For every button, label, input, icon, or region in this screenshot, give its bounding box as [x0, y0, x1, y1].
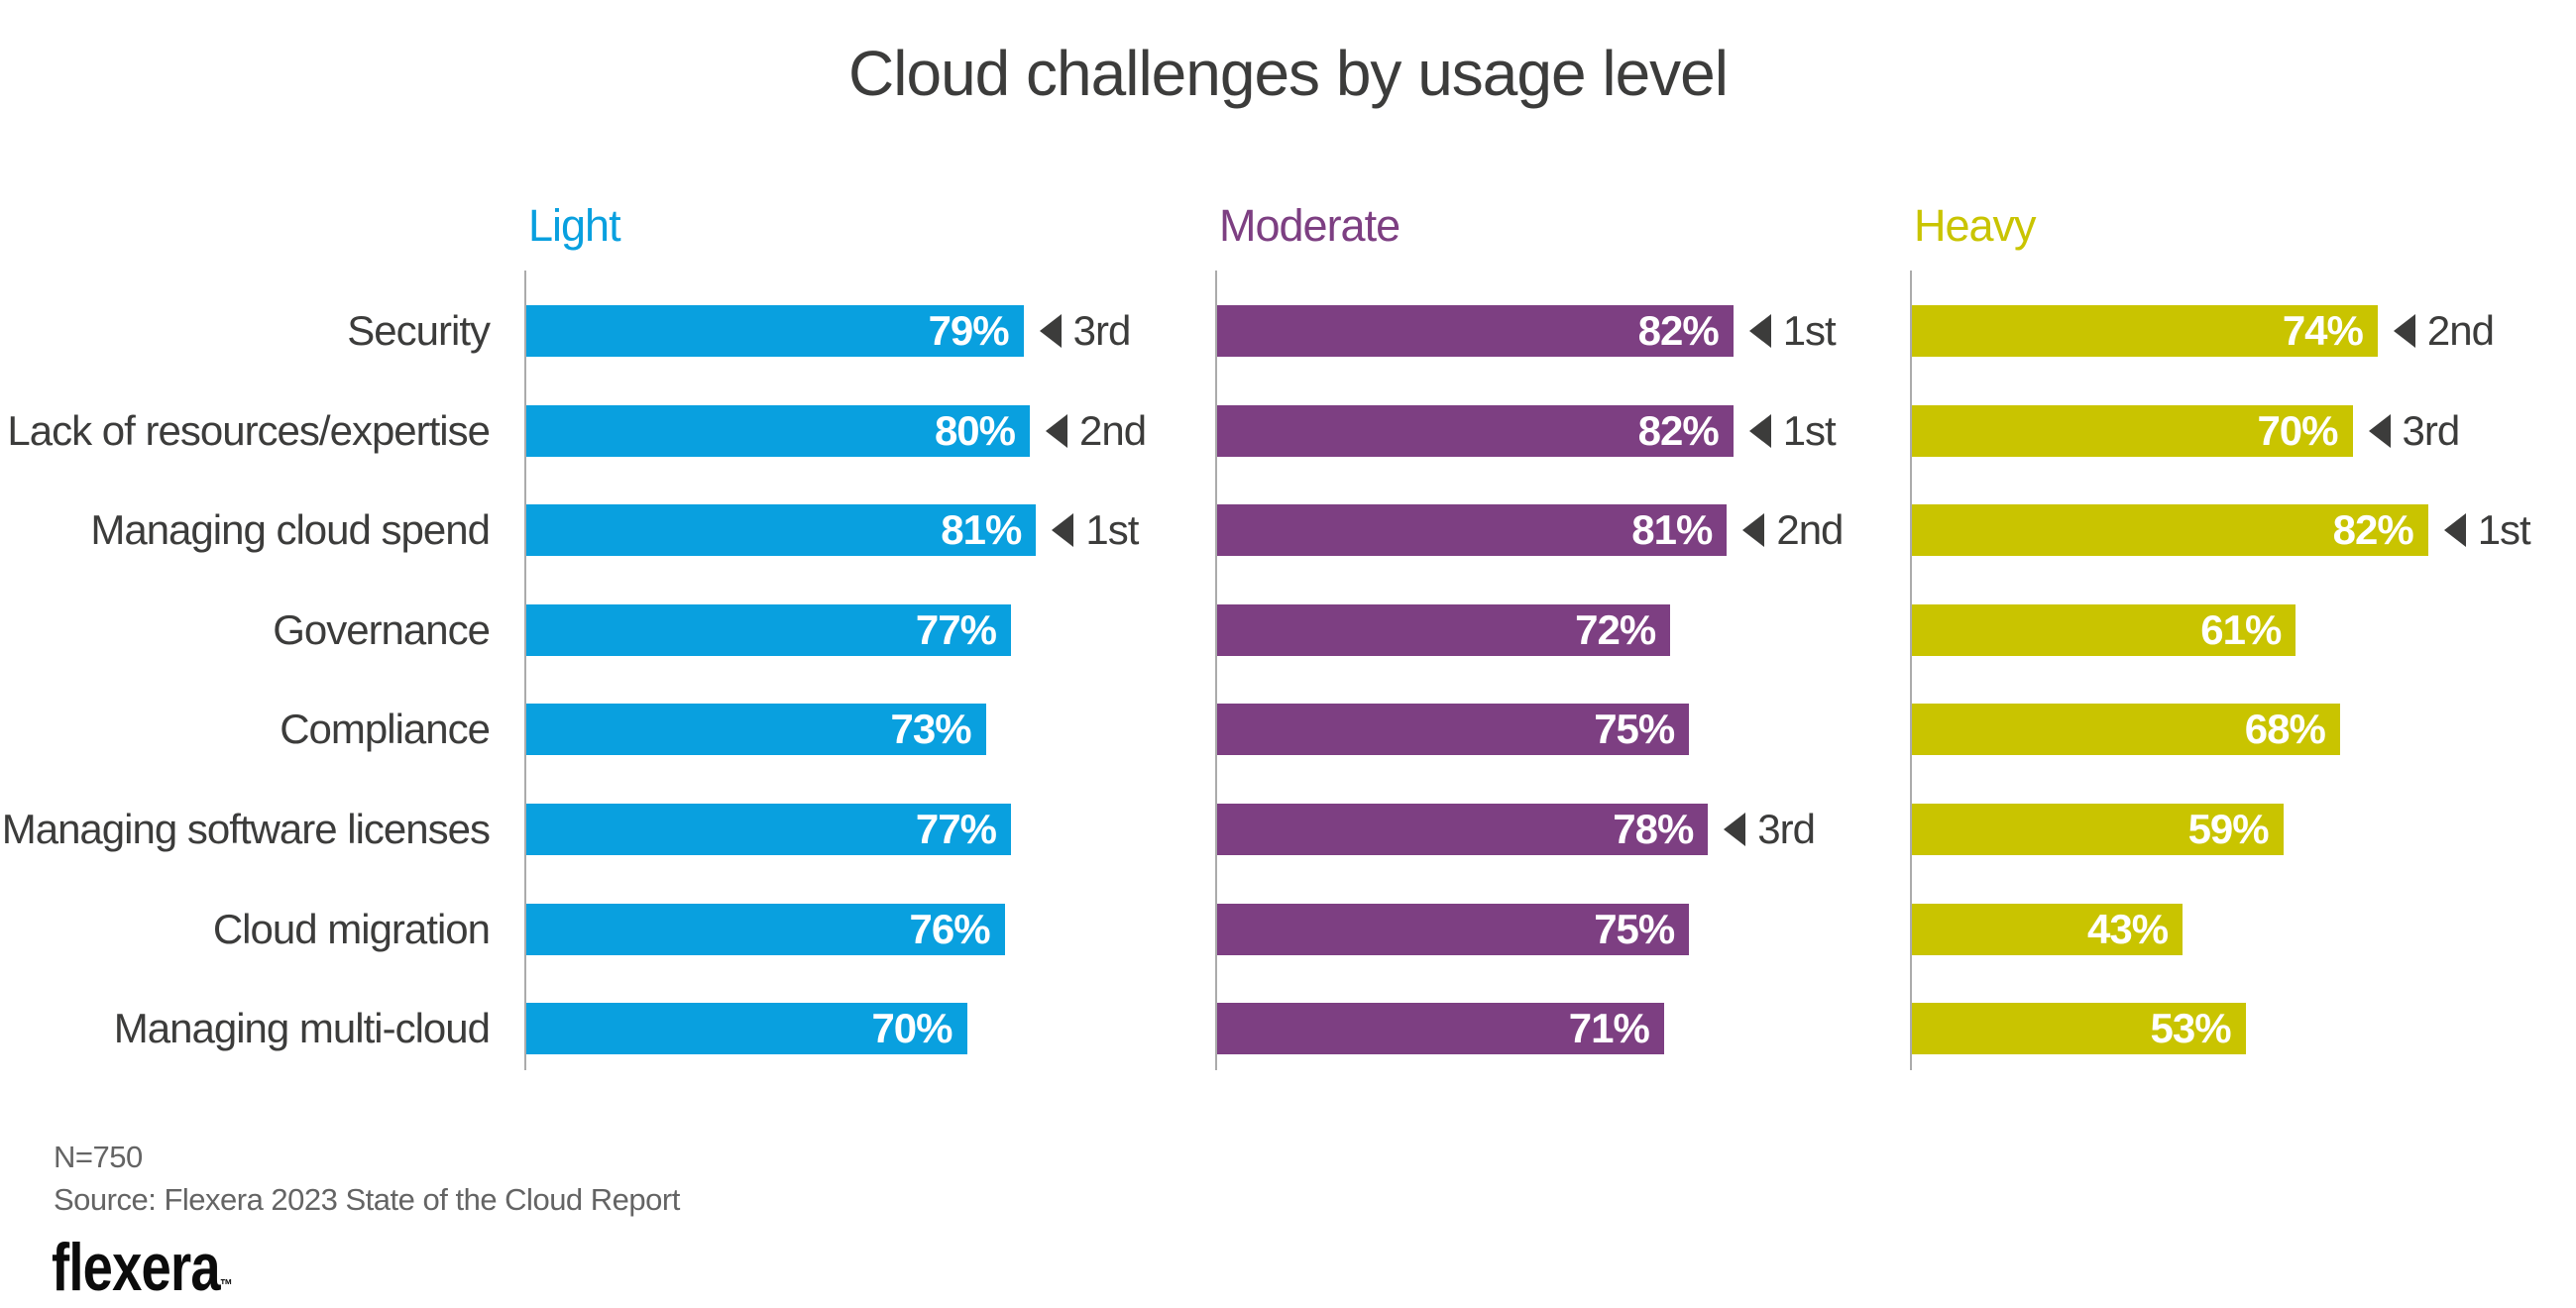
- axis-line: [1910, 271, 1912, 1070]
- bar: 75%: [1217, 704, 1690, 756]
- category-label: Security: [347, 307, 491, 354]
- bar-value-label: 61%: [2200, 605, 2282, 653]
- category-label: Managing software licenses: [1, 806, 491, 852]
- bar: 81%: [526, 504, 1037, 557]
- rank-marker: 2nd: [1742, 504, 1844, 556]
- bar: 43%: [1912, 903, 2184, 955]
- bar: 71%: [1217, 1003, 1664, 1055]
- bar-value-label: 53%: [2150, 1005, 2231, 1052]
- bar-value-label: 77%: [915, 605, 997, 653]
- bar: 61%: [1912, 603, 2296, 656]
- rank-marker: 3rd: [1724, 804, 1816, 855]
- chart-title: Cloud challenges by usage level: [848, 38, 1729, 109]
- rank-marker: 3rd: [1039, 305, 1132, 357]
- bar-value-label: 77%: [915, 806, 997, 852]
- flexera-logo: flexera™: [52, 1229, 233, 1306]
- footer-source: Source: Flexera 2023 State of the Cloud …: [54, 1182, 680, 1217]
- series-header-moderate: Moderate: [1219, 200, 1400, 251]
- rank-marker: 1st: [1052, 504, 1139, 556]
- trademark-icon: ™: [219, 1277, 233, 1294]
- bar: 80%: [526, 404, 1030, 457]
- bar: 59%: [1912, 804, 2284, 855]
- category-label: Compliance: [280, 706, 491, 753]
- rank-text: 3rd: [2402, 406, 2461, 454]
- axis-line: [1215, 271, 1217, 1070]
- bar-value-label: 68%: [2244, 706, 2326, 753]
- rank-text: 1st: [2477, 506, 2531, 554]
- rank-text: 2nd: [1079, 406, 1147, 454]
- left-triangle-icon: [1046, 413, 1067, 448]
- bar: 78%: [1217, 804, 1709, 855]
- bar: 77%: [526, 603, 1011, 656]
- rank-text: 2nd: [1776, 506, 1844, 554]
- bar: 82%: [1217, 404, 1734, 457]
- category-label: Cloud migration: [212, 905, 491, 952]
- bar: 53%: [1912, 1003, 2246, 1055]
- category-label: Lack of resources/expertise: [7, 406, 491, 454]
- series-header-light: Light: [528, 200, 621, 251]
- left-triangle-icon: [1742, 513, 1765, 548]
- flexera-logo-text: flexera: [52, 1230, 221, 1305]
- bar: 82%: [1912, 504, 2428, 557]
- rank-marker: 1st: [1748, 305, 1837, 357]
- rank-marker: 1st: [1748, 405, 1837, 457]
- rank-marker: 2nd: [2393, 305, 2495, 357]
- bar-value-label: 81%: [941, 506, 1022, 554]
- bar: 81%: [1217, 504, 1728, 557]
- bar: 79%: [526, 305, 1024, 357]
- bar-value-label: 81%: [1631, 506, 1713, 554]
- bar-value-label: 70%: [871, 1005, 952, 1052]
- bar-value-label: 75%: [1594, 706, 1675, 753]
- bar-value-label: 82%: [2332, 506, 2414, 554]
- rank-text: 1st: [1782, 406, 1837, 454]
- bar: 74%: [1912, 305, 2378, 357]
- rank-text: 1st: [1085, 506, 1139, 554]
- bar-value-label: 43%: [2086, 905, 2169, 952]
- rank-marker: 3rd: [2368, 405, 2461, 457]
- bar-value-label: 70%: [2257, 406, 2338, 454]
- bar-value-label: 82%: [1637, 406, 1720, 454]
- bar: 70%: [526, 1003, 967, 1055]
- left-triangle-icon: [1748, 314, 1771, 348]
- left-triangle-icon: [2443, 513, 2466, 548]
- left-triangle-icon: [1039, 314, 1062, 348]
- rank-text: 2nd: [2426, 307, 2495, 354]
- left-triangle-icon: [2393, 314, 2415, 348]
- bar-value-label: 79%: [928, 307, 1010, 354]
- bar: 76%: [526, 903, 1005, 955]
- rank-text: 1st: [1782, 307, 1837, 354]
- bar-value-label: 82%: [1637, 307, 1720, 354]
- bar-value-label: 59%: [2187, 806, 2270, 852]
- bar: 75%: [1217, 903, 1690, 955]
- bar: 82%: [1217, 305, 1734, 357]
- bar-value-label: 78%: [1613, 806, 1694, 852]
- left-triangle-icon: [1724, 813, 1746, 846]
- bar-value-label: 71%: [1568, 1005, 1650, 1052]
- category-label: Managing cloud spend: [90, 506, 491, 554]
- rank-marker: 2nd: [1046, 405, 1147, 457]
- bar-value-label: 72%: [1575, 605, 1656, 653]
- axis-line: [524, 271, 526, 1070]
- bar-value-label: 75%: [1594, 905, 1675, 952]
- left-triangle-icon: [1748, 413, 1771, 448]
- bar-value-label: 76%: [909, 905, 991, 952]
- bar: 77%: [526, 804, 1011, 855]
- bar-value-label: 73%: [890, 706, 971, 753]
- bar-value-label: 74%: [2282, 307, 2364, 354]
- rank-marker: 1st: [2443, 504, 2531, 556]
- bar: 70%: [1912, 404, 2353, 457]
- rank-text: 3rd: [1072, 307, 1132, 354]
- bar: 72%: [1217, 603, 1671, 656]
- bar-value-label: 80%: [934, 406, 1016, 454]
- series-header-heavy: Heavy: [1914, 200, 2037, 251]
- bar: 73%: [526, 704, 986, 756]
- footer-sample-size: N=750: [54, 1140, 143, 1174]
- rank-text: 3rd: [1757, 806, 1816, 852]
- left-triangle-icon: [2368, 413, 2391, 448]
- category-label: Managing multi-cloud: [113, 1005, 491, 1052]
- left-triangle-icon: [1052, 513, 1074, 548]
- category-label: Governance: [273, 605, 491, 653]
- bar: 68%: [1912, 704, 2340, 756]
